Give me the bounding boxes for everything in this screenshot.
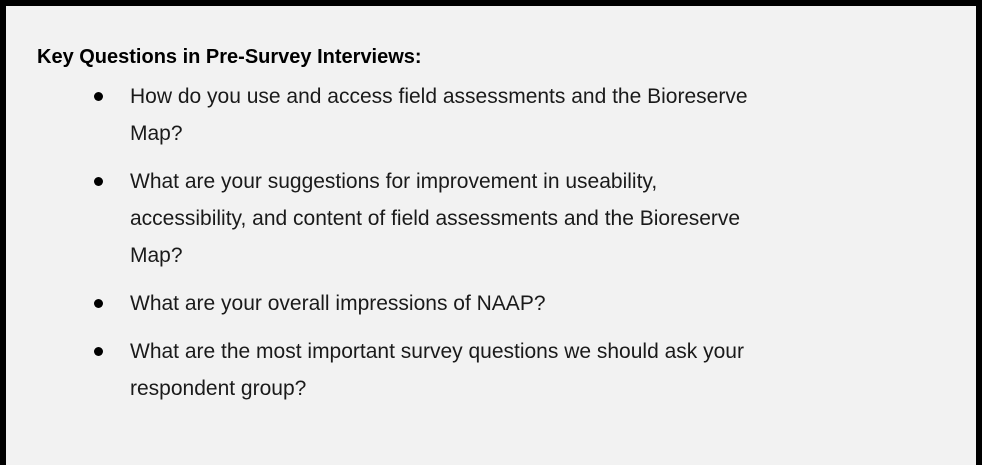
bullet — [94, 92, 103, 101]
question-text: accessibility, and content of field asse… — [130, 207, 741, 230]
question-item: What are your overall impressions of NAA… — [6, 285, 976, 322]
question-text: How do you use and access field assessme… — [130, 85, 748, 108]
bullet — [94, 347, 103, 356]
question-item: What are the most important survey quest… — [6, 333, 976, 407]
bullet — [94, 177, 103, 186]
question-text: Map? — [130, 244, 183, 267]
question-text: What are your suggestions for improvemen… — [130, 170, 658, 193]
question-item: What are your suggestions for improvemen… — [6, 163, 976, 274]
question-text: respondent group? — [130, 377, 307, 400]
question-item: How do you use and access field assessme… — [6, 78, 976, 152]
box-title: Key Questions in Pre-Survey Interviews: — [37, 46, 422, 68]
question-text: What are the most important survey quest… — [130, 340, 744, 363]
question-text: What are your overall impressions of NAA… — [130, 292, 546, 315]
bullet — [94, 299, 103, 308]
question-text: Map? — [130, 122, 183, 145]
question-list: How do you use and access field assessme… — [6, 78, 976, 418]
